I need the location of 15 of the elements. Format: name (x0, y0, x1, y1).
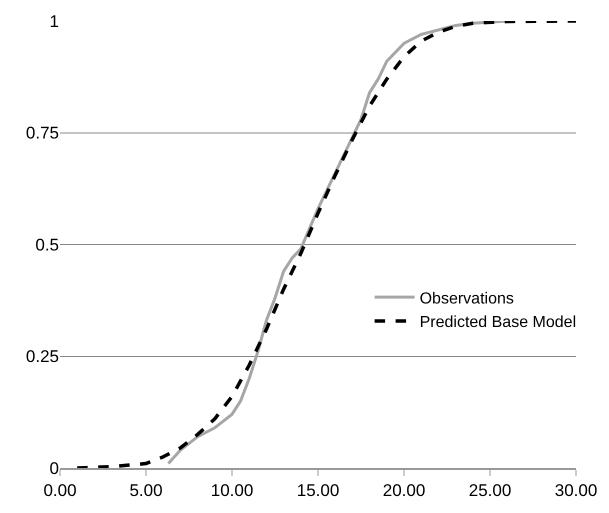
x-tick-label: 30.00 (554, 481, 598, 500)
x-tick-label: 15.00 (296, 481, 340, 500)
legend-label: Observations (420, 290, 514, 308)
y-tick-label: 1 (50, 12, 59, 31)
x-tick-label: 5.00 (129, 481, 163, 500)
line-series (75, 21, 576, 468)
y-tick-label: 0.5 (35, 235, 59, 254)
legend-label: Predicted Base Model (420, 314, 576, 332)
x-tick-label: 25.00 (468, 481, 512, 500)
y-tick-label: 0.25 (26, 347, 59, 366)
y-tick-label: 0 (50, 458, 59, 478)
y-tick-label: 0.75 (26, 124, 59, 143)
x-tick-label: 10.00 (210, 481, 254, 500)
x-tick-label: 0.00 (43, 481, 77, 500)
x-tick-label: 20.00 (382, 481, 426, 500)
